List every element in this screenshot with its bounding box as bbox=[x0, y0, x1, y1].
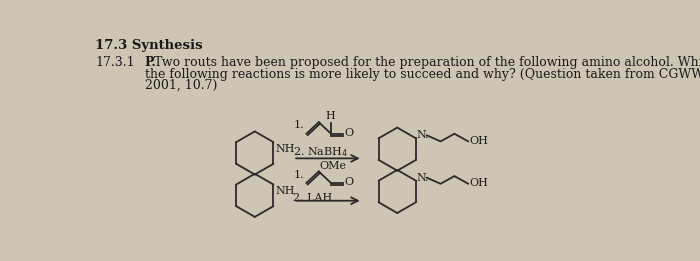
Text: O: O bbox=[344, 177, 354, 187]
Text: 17.3 Synthesis: 17.3 Synthesis bbox=[95, 39, 203, 52]
Text: N.: N. bbox=[416, 173, 429, 183]
Text: 2. LAH: 2. LAH bbox=[293, 193, 332, 203]
Text: 1.: 1. bbox=[293, 170, 304, 180]
Text: 2001, 10.7): 2001, 10.7) bbox=[145, 79, 217, 92]
Text: the following reactions is more likely to succeed and why? (Question taken from : the following reactions is more likely t… bbox=[145, 68, 700, 80]
Text: NH: NH bbox=[275, 186, 295, 196]
Text: 1.: 1. bbox=[293, 120, 304, 130]
Text: OH: OH bbox=[470, 178, 489, 188]
Text: O: O bbox=[344, 128, 354, 138]
Text: Two routs have been proposed for the preparation of the following amino alcohol.: Two routs have been proposed for the pre… bbox=[154, 56, 700, 69]
Text: 17.3.1: 17.3.1 bbox=[95, 56, 135, 69]
Text: OH: OH bbox=[470, 136, 489, 146]
Text: NH: NH bbox=[275, 144, 295, 154]
Text: N.: N. bbox=[416, 130, 429, 140]
Text: OMe: OMe bbox=[319, 161, 346, 171]
Text: 2. NaBH$_4$: 2. NaBH$_4$ bbox=[293, 145, 349, 159]
Text: H: H bbox=[326, 111, 335, 121]
Text: P.: P. bbox=[145, 56, 156, 69]
